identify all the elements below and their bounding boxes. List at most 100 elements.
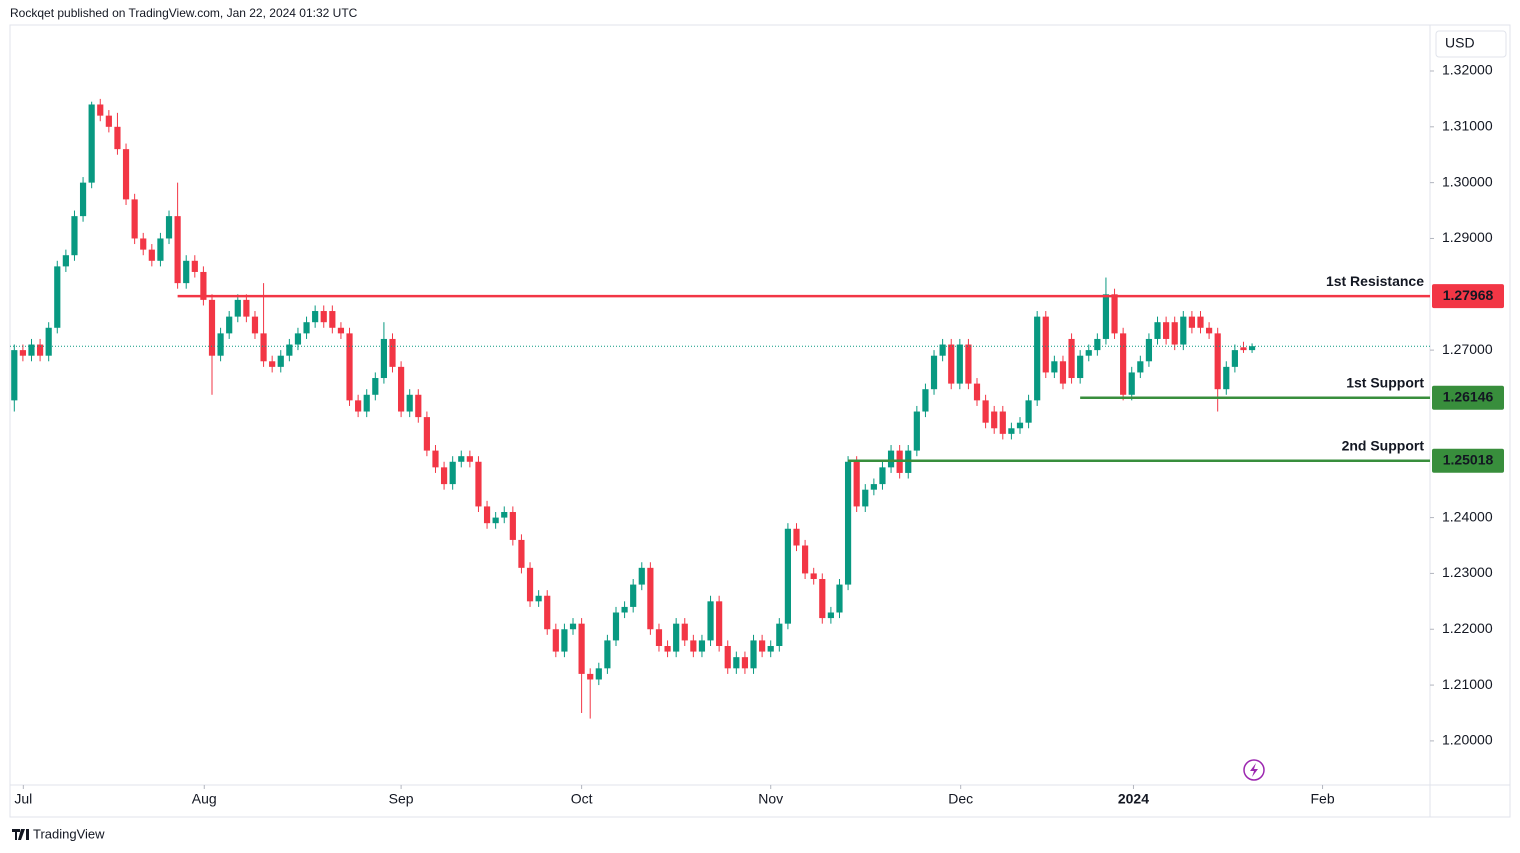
candle-body <box>724 645 731 669</box>
candle-body <box>286 344 293 356</box>
x-tick-label: Dec <box>948 791 973 807</box>
level-name: 1st Support <box>1346 374 1424 390</box>
candle-body <box>1240 347 1247 351</box>
candle-body <box>226 316 233 334</box>
candle-body <box>544 595 551 630</box>
candle-body <box>569 623 577 630</box>
candle-body <box>784 528 791 624</box>
level-price-tag <box>1432 385 1504 410</box>
currency-box[interactable] <box>1435 30 1507 58</box>
candle-body <box>355 400 362 412</box>
candle-body <box>475 461 482 507</box>
candle-body <box>312 311 319 323</box>
candle-body <box>741 657 749 669</box>
level-price-tag <box>1432 448 1504 473</box>
candle-body <box>423 417 430 451</box>
candle-body <box>939 344 946 356</box>
candle-body <box>776 623 783 646</box>
level-price: 1.27968 <box>1443 287 1494 303</box>
candle-body <box>578 623 585 674</box>
candle-body <box>1248 346 1256 351</box>
candle-body <box>28 344 35 356</box>
candle-body <box>862 489 869 507</box>
candle-body <box>1051 361 1058 373</box>
candle-body <box>793 528 800 546</box>
candle-body <box>1214 333 1221 390</box>
candle-body <box>45 327 52 356</box>
candle-body <box>380 338 388 379</box>
candle-body <box>750 640 757 669</box>
y-tick-label: 1.21000 <box>1442 676 1493 692</box>
publisher-note: Rockqet published on TradingView.com, Ja… <box>10 6 358 20</box>
candle-body <box>621 606 628 613</box>
candle-body <box>208 299 216 356</box>
candle-body <box>88 104 95 183</box>
x-tick-label: Sep <box>389 791 414 807</box>
level-price-tag <box>1432 284 1504 309</box>
candle-body <box>483 506 491 524</box>
candle-body <box>131 199 138 239</box>
candle-body <box>440 467 448 485</box>
candle-body <box>1223 366 1230 390</box>
chart-frame <box>9 24 1511 818</box>
candle-body <box>183 260 190 284</box>
x-tick-label: Nov <box>758 791 783 807</box>
candle-body <box>518 539 525 568</box>
candle-body <box>999 411 1006 434</box>
candle-body <box>844 461 852 585</box>
candle-body <box>526 567 534 602</box>
candle-body <box>630 584 637 607</box>
candle-body <box>217 333 224 356</box>
y-tick-label: 1.31000 <box>1442 118 1493 134</box>
candle-body <box>991 411 998 429</box>
candle-body <box>174 216 181 284</box>
candle-body <box>810 573 817 580</box>
candle-body <box>1077 355 1084 379</box>
candle-body <box>982 400 989 423</box>
candle-body <box>819 579 826 619</box>
candle-body <box>733 657 740 669</box>
y-tick-label: 1.23000 <box>1442 564 1493 580</box>
candle-body <box>802 545 809 574</box>
candle-body <box>492 517 499 524</box>
candle-body <box>329 311 336 328</box>
candle-body <box>767 645 774 652</box>
candle-body <box>647 567 654 630</box>
candle-body <box>1016 422 1024 429</box>
candle-body <box>11 350 18 401</box>
candle-body <box>1163 322 1170 339</box>
candle-body <box>372 378 379 395</box>
y-tick-label: 1.29000 <box>1442 229 1493 245</box>
candle-body <box>466 456 473 462</box>
candle-body <box>251 316 259 334</box>
candle-body <box>956 344 963 384</box>
events-bolt <box>1250 763 1258 777</box>
candle-body <box>870 484 877 490</box>
candle-body <box>303 322 310 334</box>
candle-body <box>836 584 843 613</box>
candle-body <box>1120 333 1127 395</box>
candle-body <box>930 355 938 390</box>
candle-body <box>1180 316 1187 345</box>
candle-body <box>148 249 155 261</box>
candle-body <box>655 629 663 646</box>
currency-label[interactable]: USD <box>1445 35 1475 51</box>
candle-body <box>1154 322 1161 339</box>
candle-body <box>1102 294 1110 339</box>
candle-body <box>97 104 104 116</box>
candle-body <box>36 344 44 356</box>
y-tick-label: 1.32000 <box>1442 62 1493 78</box>
candle-body <box>698 640 706 652</box>
candle-body <box>337 327 345 334</box>
candle-body <box>1188 316 1195 328</box>
candle-body <box>260 333 267 362</box>
x-tick-label: Jul <box>14 791 32 807</box>
candle-body <box>535 595 542 602</box>
candle-body <box>294 333 302 345</box>
events-icon[interactable] <box>1243 759 1265 781</box>
logo-icon <box>12 829 29 840</box>
candle-body <box>501 512 508 518</box>
candle-body <box>191 260 198 272</box>
candle-body <box>449 461 456 485</box>
candle-body <box>595 668 602 680</box>
